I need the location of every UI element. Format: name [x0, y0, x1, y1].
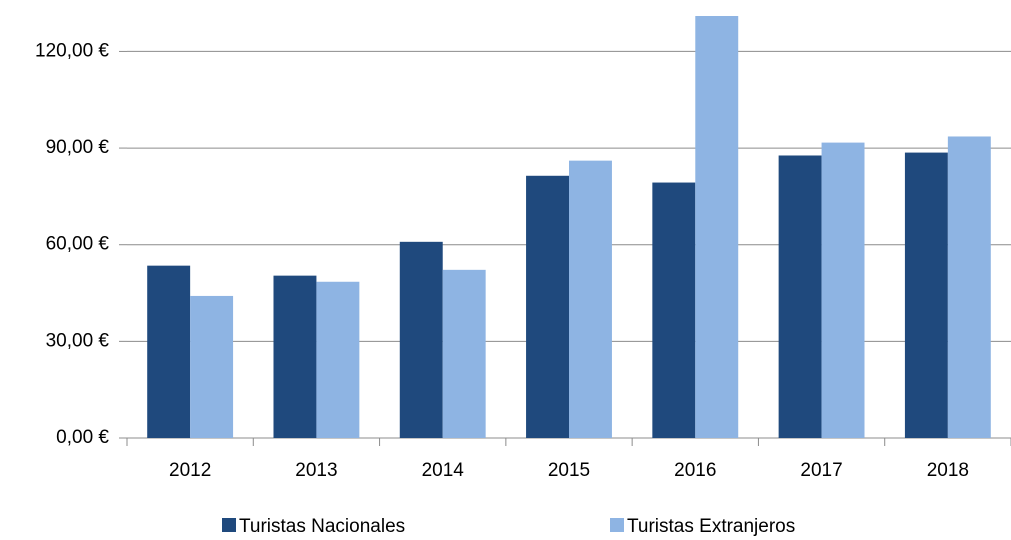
x-tick-label: 2015: [548, 460, 590, 481]
bar: [569, 160, 612, 438]
y-tick-label: 30,00 €: [46, 330, 110, 351]
bar: [526, 175, 569, 438]
x-tick-label: 2012: [169, 460, 211, 481]
bar: [947, 136, 991, 439]
bar: [821, 142, 865, 438]
bar: [273, 275, 317, 438]
bar: [652, 182, 696, 438]
bar: [695, 16, 739, 438]
x-tick-label: 2014: [422, 460, 465, 481]
y-tick-label: 0,00 €: [56, 427, 109, 448]
x-tick-label: 2016: [674, 460, 716, 481]
legend-label: Turistas Nacionales: [239, 516, 405, 537]
legend-swatch: [222, 518, 236, 532]
x-tick-label: 2017: [800, 460, 842, 481]
y-tick-label: 120,00 €: [35, 40, 109, 61]
bar: [190, 295, 234, 438]
bar: [904, 152, 948, 439]
bar: [399, 241, 443, 438]
bar: [147, 265, 191, 438]
bar: [316, 281, 360, 438]
legend-label: Turistas Extranjeros: [627, 516, 795, 537]
bar: [778, 155, 822, 439]
x-tick-label: 2013: [295, 460, 337, 481]
y-tick-label: 90,00 €: [46, 137, 110, 158]
legend-swatch: [610, 518, 624, 532]
y-tick-label: 60,00 €: [46, 234, 110, 255]
x-tick-label: 2018: [927, 460, 969, 481]
bar: [442, 269, 486, 438]
